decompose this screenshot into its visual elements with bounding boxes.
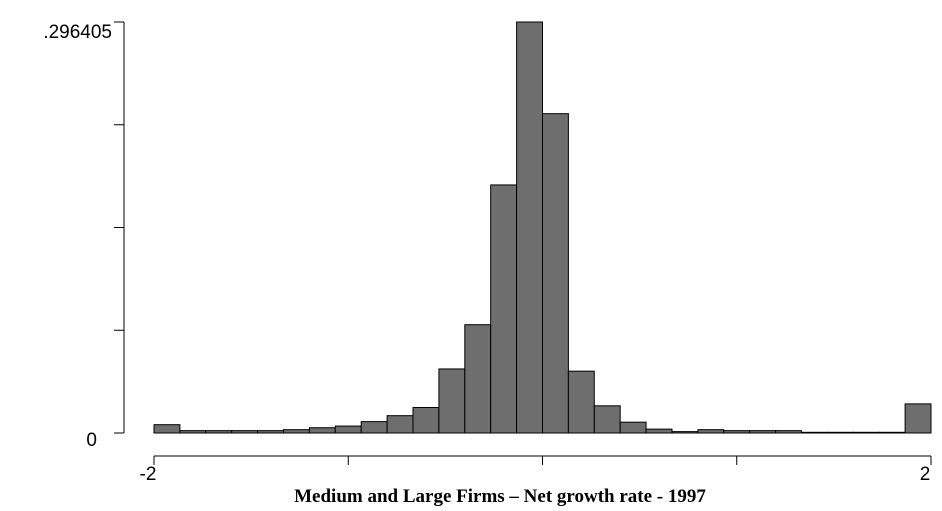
histogram-bar (567, 370, 595, 434)
histogram-bar (775, 430, 802, 434)
histogram-bar (438, 368, 466, 434)
histogram-bar (360, 421, 388, 434)
histogram-bar (153, 424, 181, 434)
histogram-bar (516, 21, 543, 434)
histogram-bar (645, 428, 673, 434)
histogram-bar (490, 184, 518, 434)
histogram-bar (412, 406, 440, 434)
histogram-bar (386, 415, 414, 434)
x-tick-label-min: -2 (140, 464, 157, 485)
x-tick-label-max: 2 (920, 464, 931, 485)
histogram-bar (904, 403, 932, 434)
histogram-bar (464, 324, 492, 434)
histogram-bar (619, 421, 647, 434)
histogram-bar (205, 430, 233, 434)
y-ticks-group (114, 21, 124, 434)
histogram-bar (179, 430, 207, 434)
histogram-bar (671, 431, 699, 434)
histogram-bar (723, 430, 751, 434)
histogram-bar (800, 431, 828, 434)
histogram-bar (852, 431, 880, 434)
histogram-bar (697, 429, 725, 434)
histogram-bar (749, 430, 777, 434)
histogram-bar (257, 430, 284, 434)
x-axis-title: Medium and Large Firms – Net growth rate… (294, 486, 706, 507)
histogram-bar (283, 429, 310, 434)
histogram-bar (878, 431, 906, 434)
x-ticks-group (153, 456, 932, 465)
histogram-bar (334, 425, 362, 434)
bars-group (153, 21, 932, 434)
histogram-bar (593, 405, 621, 434)
histogram-bar (308, 427, 336, 434)
histogram-bar (826, 431, 854, 434)
y-tick-label-zero: 0 (86, 430, 97, 451)
y-tick-label-max: .296405 (43, 22, 112, 43)
histogram-bar (231, 430, 259, 434)
histogram-bar (542, 113, 569, 434)
